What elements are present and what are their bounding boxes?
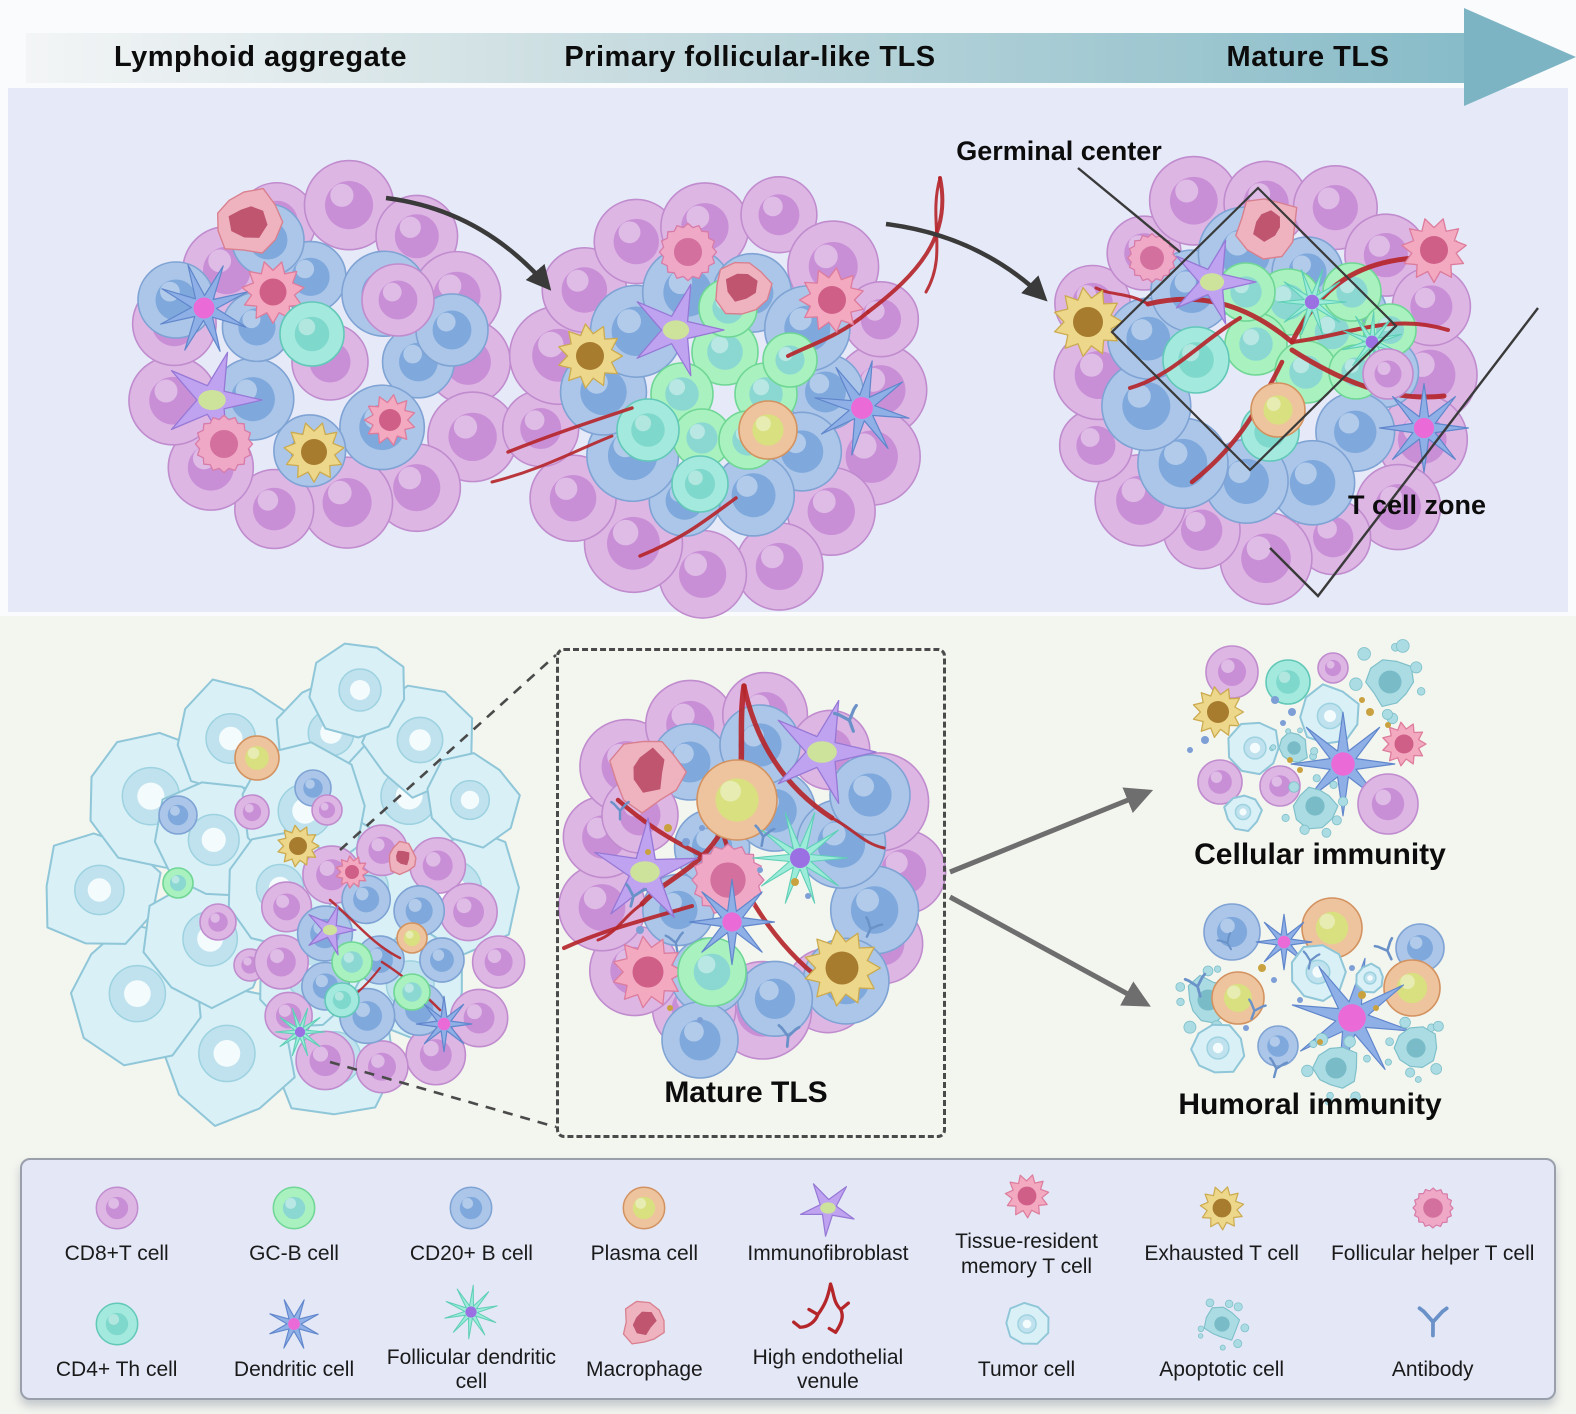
legend-label: CD8+T cell <box>64 1242 169 1266</box>
maturation-banner-arrow <box>26 8 1576 106</box>
gc-b-cell-icon <box>272 1186 316 1230</box>
humoral-immunity-illustration <box>1175 897 1445 1106</box>
inset-mature-tls-illustration <box>557 671 947 1079</box>
legend-label: Antibody <box>1391 1357 1474 1381</box>
legend-label: Plasma cell <box>590 1242 699 1266</box>
legend-label: Exhausted T cell <box>1144 1242 1299 1266</box>
legend-label: CD4+ Th cell <box>55 1357 178 1381</box>
legend-label: Immunofibroblast <box>747 1242 909 1266</box>
macrophage-icon <box>623 1300 666 1345</box>
legend-label: Follicular dendritic cell <box>386 1345 557 1394</box>
follicular-helper-t-cell-icon <box>1412 1187 1454 1229</box>
dendritic-cell-icon <box>269 1299 319 1349</box>
antibody-icon <box>1417 1306 1449 1338</box>
mature-tls-inset-box <box>556 648 946 1138</box>
follicular-dendritic-cell-icon <box>444 1284 499 1339</box>
legend-item-high-endothelial-venule: High endothelial venule <box>729 1280 928 1396</box>
cd8-t-cell-icon <box>95 1186 139 1230</box>
legend-item-cd4-th-cell: CD4+ Th cell <box>55 1292 178 1383</box>
legend-label: Tumor cell <box>977 1357 1076 1381</box>
tissue-resident-memory-t-cell-icon <box>1004 1174 1049 1219</box>
legend-item-gc-b-cell: GC-B cell <box>246 1176 342 1267</box>
legend-item-plasma-cell: Plasma cell <box>591 1176 698 1267</box>
exhausted-t-cell-icon <box>1199 1186 1244 1231</box>
plasma-cell-icon <box>622 1186 666 1230</box>
legend-label: Apoptotic cell <box>1159 1357 1285 1381</box>
legend-item-tumor-cell: Tumor cell <box>978 1292 1075 1383</box>
lymphoid-aggregate-illustration <box>128 159 519 550</box>
legend-label: Tissue-resident memory T cell <box>955 1230 1098 1278</box>
cell-type-legend: CD8+T cell GC-B cell CD20+ B cell Plasma… <box>20 1158 1556 1400</box>
legend-item-tissue-resident-memory-t-cell: Tissue-resident memory T cell <box>927 1164 1126 1280</box>
legend-item-follicular-dendritic-cell: Follicular dendritic cell <box>383 1280 560 1396</box>
legend-item-apoptotic-cell: Apoptotic cell <box>1159 1292 1284 1383</box>
legend-label: GC-B cell <box>249 1242 339 1266</box>
legend-item-macrophage: Macrophage <box>586 1292 703 1383</box>
legend-item-antibody: Antibody <box>1385 1292 1481 1383</box>
apoptotic-cell-icon <box>1197 1298 1249 1351</box>
legend-item-cd20-b-cell: CD20+ B cell <box>410 1176 533 1267</box>
legend-label: Dendritic cell <box>233 1357 355 1381</box>
legend-label: Macrophage <box>585 1357 703 1381</box>
legend-item-dendritic-cell: Dendritic cell <box>234 1292 354 1383</box>
legend-label: Follicular helper T cell <box>1330 1242 1535 1266</box>
legend-item-cd8-t-cell: CD8+T cell <box>65 1176 169 1267</box>
cd4-th-cell-icon <box>95 1302 139 1346</box>
high-endothelial-venule-icon <box>791 1281 850 1334</box>
legend-label: High endothelial venule <box>752 1345 904 1394</box>
legend-item-follicular-helper-t-cell: Follicular helper T cell <box>1331 1176 1534 1267</box>
legend-item-immunofibroblast: Immunofibroblast <box>747 1176 908 1267</box>
legend-item-exhausted-t-cell: Exhausted T cell <box>1144 1176 1299 1267</box>
annotation-lines <box>385 167 1539 598</box>
tumor-with-tls-illustration <box>45 642 526 1127</box>
tumor-cell-icon <box>1004 1301 1049 1345</box>
immunofibroblast-icon <box>799 1183 855 1238</box>
mature-tls-illustration <box>1053 155 1478 606</box>
primary-follicular-tls-illustration <box>490 176 945 619</box>
cd20-b-cell-icon <box>449 1186 493 1230</box>
legend-label: CD20+ B cell <box>409 1242 533 1266</box>
cellular-immunity-illustration <box>1187 639 1427 838</box>
